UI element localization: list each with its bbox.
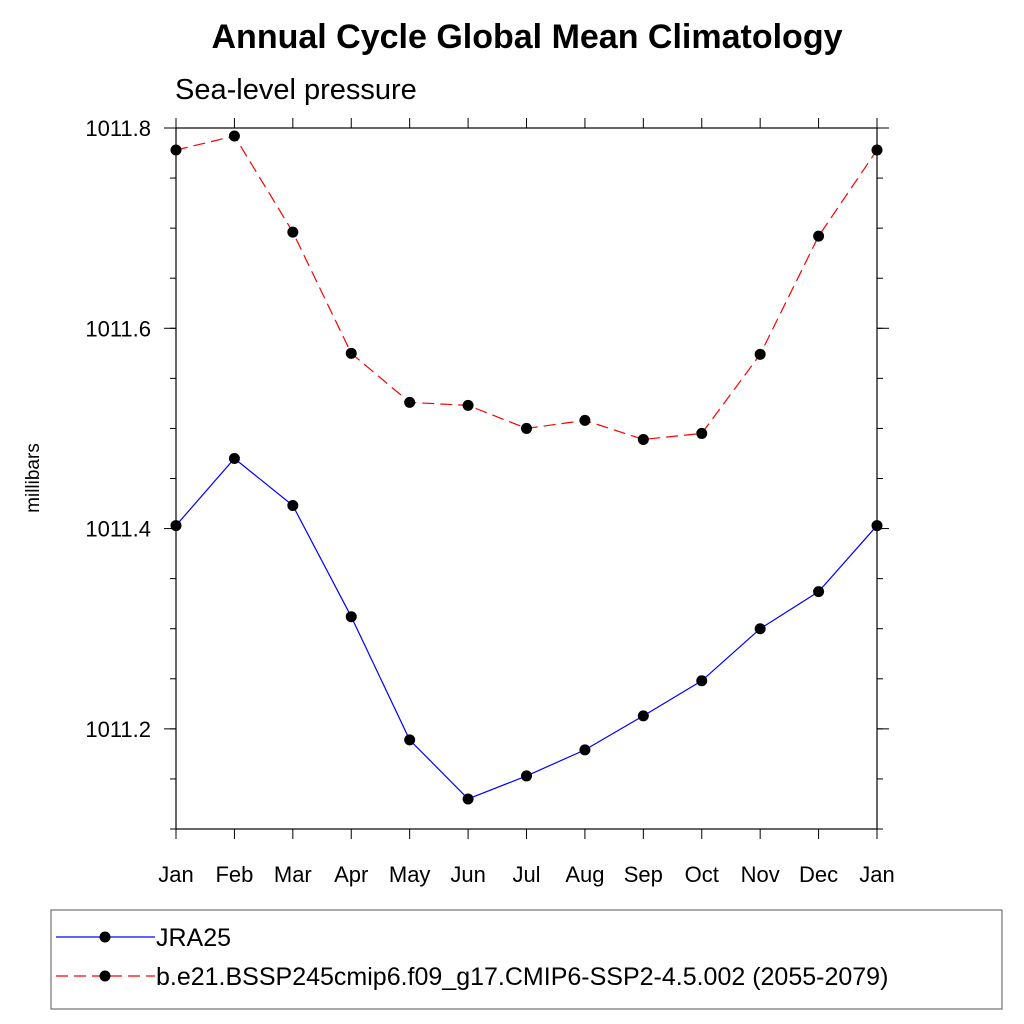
chart-title: Annual Cycle Global Mean Climatology (212, 18, 843, 56)
data-point-1-7 (579, 414, 591, 426)
x-tick-label: Aug (565, 862, 604, 887)
data-point-0-7 (579, 744, 591, 756)
y-axis-label: millibars (23, 443, 44, 513)
data-point-1-3 (345, 347, 357, 359)
x-tick-label: Jan (859, 862, 894, 887)
data-point-1-1 (228, 130, 240, 142)
x-tick-label: Feb (215, 862, 253, 887)
data-point-1-8 (637, 433, 649, 445)
x-tick-label: Jun (450, 862, 485, 887)
data-point-0-10 (754, 623, 766, 635)
x-tick-label: Jul (512, 862, 540, 887)
data-point-0-6 (521, 770, 532, 782)
data-point-1-2 (287, 226, 299, 238)
x-tick-label: Mar (274, 862, 312, 887)
data-point-1-4 (404, 396, 416, 408)
x-tick-label: Dec (799, 862, 838, 887)
data-point-1-0 (170, 144, 182, 156)
y-tick-label: 1011.6 (85, 316, 151, 341)
plot-frame (175, 127, 878, 830)
x-tick-label: Jan (158, 862, 193, 887)
data-point-0-2 (287, 500, 299, 512)
data-point-1-6 (521, 422, 532, 434)
data-point-0-5 (462, 793, 474, 805)
legend-label-1: b.e21.BSSP245cmip6.f09_g17.CMIP6-SSP2-4.… (156, 963, 888, 991)
legend-box (50, 909, 1003, 1010)
data-point-0-11 (813, 586, 825, 598)
x-tick-label: Apr (334, 862, 368, 887)
data-point-0-8 (637, 710, 649, 722)
series-line-0 (175, 457, 878, 800)
series-line-1 (175, 135, 878, 441)
y-tick-label: 1011.4 (85, 517, 151, 542)
y-tick-label: 1011.8 (85, 116, 151, 141)
x-tick-label: Oct (685, 862, 719, 887)
data-point-1-5 (462, 399, 474, 411)
x-tick-label: May (389, 862, 431, 887)
legend-label-0: JRA25 (156, 924, 231, 952)
data-point-0-1 (228, 452, 240, 464)
chart-subtitle: Sea-level pressure (175, 74, 417, 106)
x-tick-label: Nov (741, 862, 780, 887)
y-tick-label: 1011.2 (85, 717, 151, 742)
data-point-1-12 (871, 144, 883, 156)
x-tick-label: Sep (624, 862, 663, 887)
data-point-1-9 (696, 427, 708, 439)
data-point-0-4 (404, 734, 416, 746)
data-point-0-9 (696, 675, 708, 687)
data-point-1-10 (754, 348, 766, 360)
data-point-0-12 (871, 520, 883, 532)
data-point-0-0 (170, 520, 182, 532)
data-point-1-11 (813, 230, 825, 242)
legend-marker-0 (99, 931, 111, 943)
data-point-0-3 (345, 611, 357, 623)
legend-marker-1 (99, 970, 111, 982)
